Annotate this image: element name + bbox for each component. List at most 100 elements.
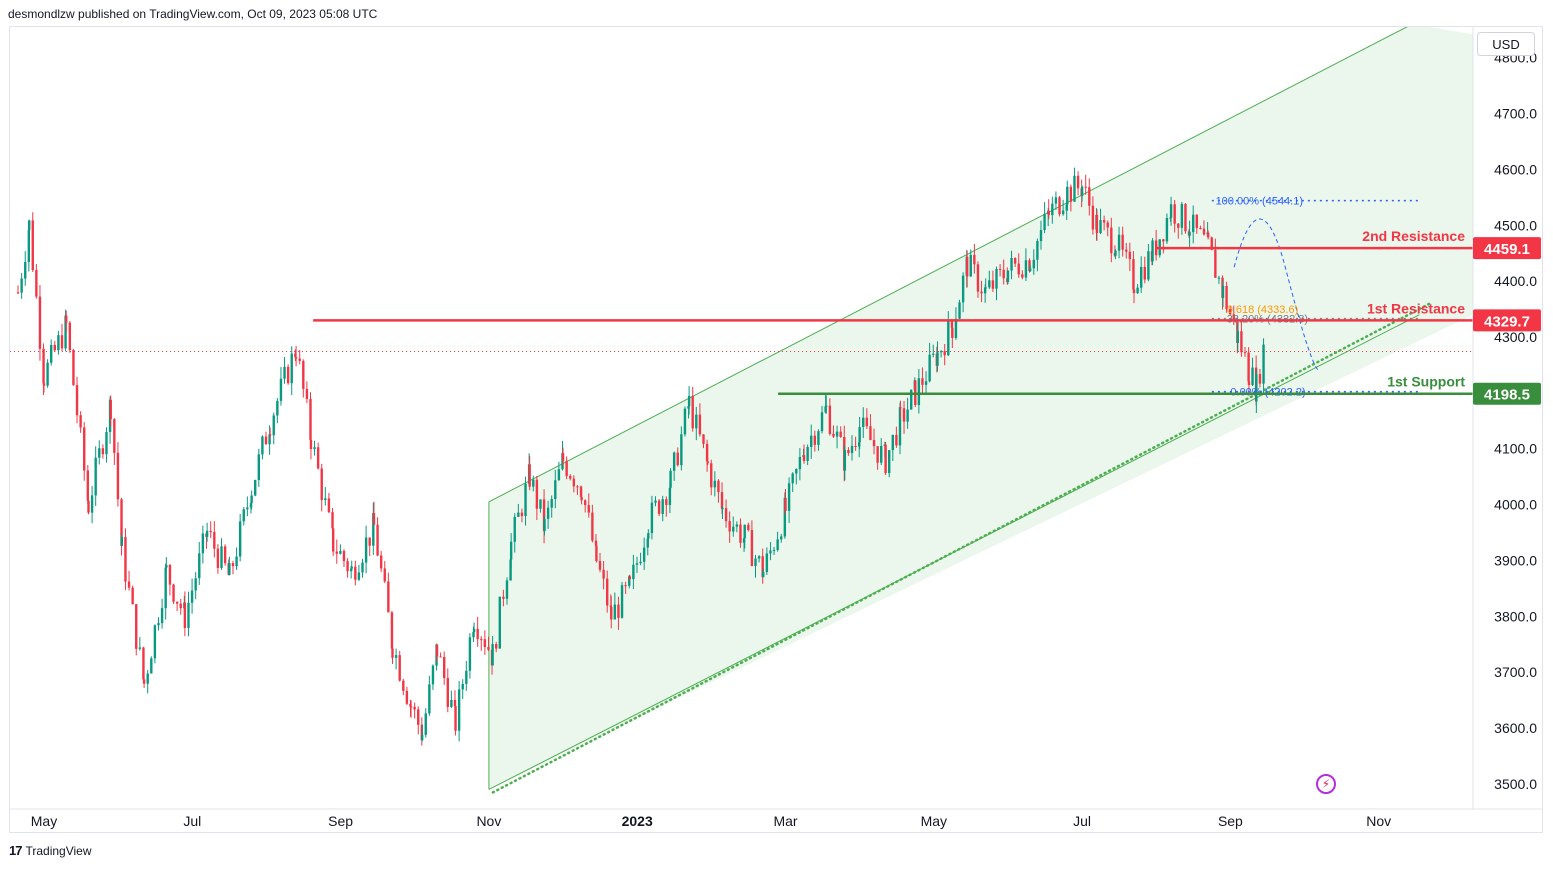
candle-up <box>983 287 987 294</box>
candle-up <box>772 549 776 551</box>
candle-down <box>943 351 946 356</box>
y-tick-label: 4500.0 <box>1494 217 1537 233</box>
candle-up <box>557 469 561 481</box>
candle-down <box>1143 266 1146 280</box>
candle-down <box>676 452 679 466</box>
candle-down <box>86 470 90 501</box>
candle-down <box>802 455 806 461</box>
candle-up <box>1073 175 1076 202</box>
level-price-label-2: 4329.7 <box>1484 313 1530 330</box>
price-chart[interactable]: 100.00% (4544.1)0.618 (4333.6)38.20% (43… <box>10 27 1542 832</box>
candle-down <box>784 497 787 511</box>
candle-down <box>1088 187 1091 206</box>
candle-down <box>1210 237 1213 250</box>
candle-up <box>1251 367 1254 385</box>
candles <box>16 167 1265 746</box>
candle-up <box>1255 374 1258 402</box>
x-tick-label: Jul <box>183 813 201 829</box>
candle-down <box>750 530 754 566</box>
candle-down <box>569 476 572 479</box>
x-tick-label: Sep <box>328 813 353 829</box>
candle-down <box>950 320 954 328</box>
candle-up <box>450 699 453 707</box>
candle-up <box>835 431 839 437</box>
candle-down <box>354 566 357 580</box>
candle-down <box>1243 352 1247 354</box>
publisher-line: desmondlzw published on TradingView.com,… <box>8 7 378 21</box>
candle-down <box>1232 314 1235 320</box>
candle-up <box>160 608 164 624</box>
candle-up <box>228 563 231 576</box>
candle-up <box>153 625 157 659</box>
candle-down <box>921 378 924 385</box>
candle-up <box>613 604 617 620</box>
candle-down <box>75 385 79 416</box>
candle-up <box>546 507 550 519</box>
candle-up <box>936 352 939 366</box>
candle-down <box>1132 289 1136 294</box>
candle-up <box>249 503 253 508</box>
candle-down <box>372 513 376 525</box>
fib-golden-label: 0.618 (4333.6) <box>1227 304 1299 316</box>
tradingview-logo[interactable]: 17 TradingView <box>9 843 92 858</box>
candle-down <box>453 699 457 706</box>
candle-up <box>932 353 935 355</box>
candle-up <box>806 447 809 461</box>
candle-down <box>131 587 134 605</box>
candle-down <box>168 564 172 585</box>
candle-down <box>83 427 86 471</box>
candle-up <box>90 495 94 513</box>
candle-down <box>899 407 902 409</box>
candle-down <box>847 449 850 454</box>
candle-down <box>409 703 412 707</box>
y-tick-label: 4400.0 <box>1494 273 1537 289</box>
candle-up <box>783 497 787 537</box>
candle-up <box>524 483 527 517</box>
candle-down <box>223 546 227 564</box>
candle-down <box>35 270 38 297</box>
candle-up <box>742 538 746 543</box>
candle-up <box>27 230 31 262</box>
candle-up <box>194 578 197 591</box>
chart-frame[interactable]: 100.00% (4544.1)0.618 (4333.6)38.20% (43… <box>9 26 1543 833</box>
candle-up <box>94 457 97 496</box>
candle-up <box>1236 331 1240 343</box>
candle-down <box>391 648 394 658</box>
lightning-icon[interactable]: ⚡ <box>1316 774 1336 794</box>
candle-up <box>517 512 520 517</box>
candle-down <box>610 606 613 620</box>
candle-up <box>628 576 631 586</box>
y-tick-label: 4300.0 <box>1494 329 1537 345</box>
candle-down <box>1028 260 1031 272</box>
candle-down <box>1091 205 1095 230</box>
candle-up <box>620 585 624 618</box>
candle-down <box>502 596 505 599</box>
candle-down <box>976 264 980 292</box>
candle-up <box>765 553 769 572</box>
candle-up <box>769 550 772 554</box>
candle-up <box>120 537 124 546</box>
candle-down <box>435 644 439 657</box>
x-tick-label: Jul <box>1073 813 1091 829</box>
candle-down <box>702 434 705 444</box>
candle-up <box>279 378 283 401</box>
candle-down <box>368 537 371 546</box>
candle-down <box>387 581 390 613</box>
candle-up <box>787 483 791 511</box>
candle-down <box>657 500 661 514</box>
candle-down <box>572 478 576 487</box>
currency-selector[interactable]: USD <box>1477 32 1535 56</box>
candle-up <box>324 498 327 501</box>
candle-down <box>869 426 872 441</box>
tradingview-brand: TradingView <box>25 843 92 858</box>
candle-up <box>428 684 431 714</box>
candle-down <box>1225 285 1228 310</box>
candle-up <box>242 509 245 522</box>
candle-down <box>1084 186 1087 188</box>
candle-down <box>442 656 446 679</box>
candle-down <box>1199 227 1202 229</box>
candle-up <box>468 637 472 671</box>
candle-up <box>757 556 761 559</box>
candle-down <box>973 255 976 265</box>
candle-down <box>747 524 750 531</box>
